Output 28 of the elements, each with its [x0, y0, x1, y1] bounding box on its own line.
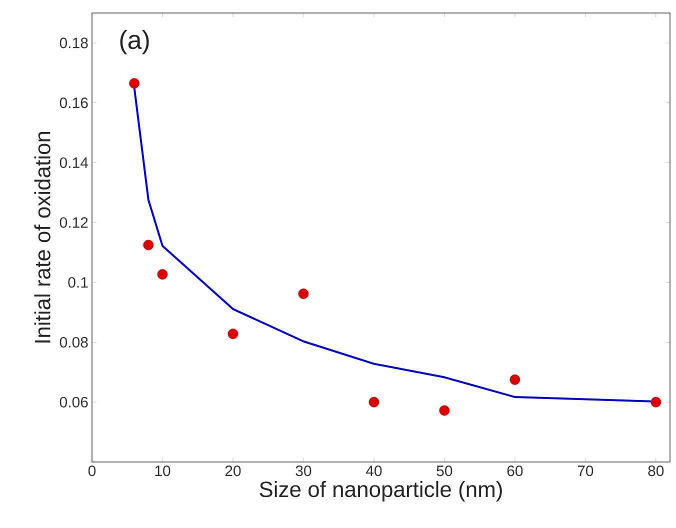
point	[143, 240, 154, 250]
point	[228, 328, 238, 340]
point	[650, 396, 662, 408]
y-tick-label: 0.14	[60, 157, 88, 168]
point	[129, 78, 140, 89]
point	[157, 269, 168, 280]
y-tick-label: 0.12	[60, 217, 88, 228]
x-tick-label: 10	[155, 466, 170, 476]
point	[368, 396, 380, 408]
y-tick-label: 0.1	[68, 277, 88, 288]
x-tick-label: 70	[578, 466, 594, 476]
x-tick-label: 30	[296, 466, 312, 476]
point	[298, 288, 309, 299]
y-tick-label: 0.18	[60, 38, 88, 48]
x-tick-label: 80	[648, 466, 664, 476]
x-tick-label: 0	[88, 466, 96, 476]
x-tick-label: 40	[366, 466, 382, 476]
x-tick-label: 20	[225, 466, 241, 476]
y-tick-label: 0.16	[60, 97, 88, 108]
point	[439, 405, 450, 416]
y-tick-label: 0.06	[60, 396, 88, 408]
y-tick-label: 0.08	[60, 336, 88, 348]
y-axis-title: Initial rate of oxidation	[34, 132, 50, 342]
point	[510, 374, 520, 385]
annotation: (a)	[120, 30, 149, 54]
x-axis-title: Size of nanoparticle (nm)	[260, 481, 502, 502]
x-tick-label: 50	[436, 466, 452, 476]
x-tick-label: 60	[507, 466, 523, 476]
